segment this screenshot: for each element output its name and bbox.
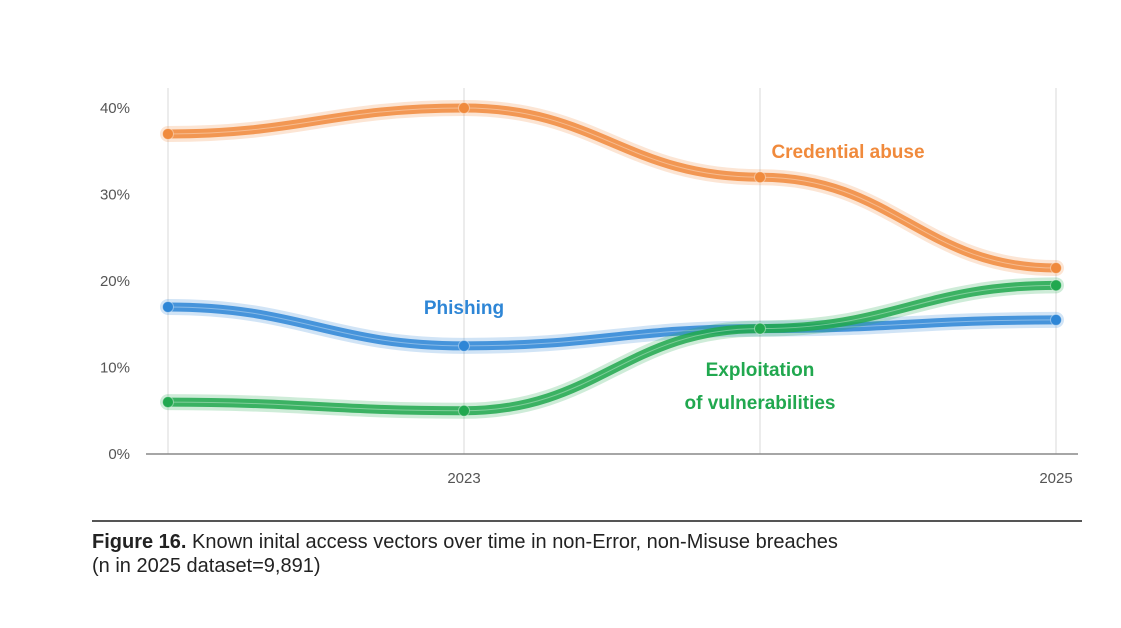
series-label-2: of vulnerabilities	[685, 393, 836, 414]
data-point-s0-1	[458, 102, 470, 114]
x-tick-label: 2025	[1039, 470, 1072, 487]
series-line-1	[163, 302, 1061, 351]
x-tick-label: 2023	[447, 470, 480, 487]
line-chart: 0% 10% 20% 30% 40% 2023 2025 Credential abuse Ph…	[100, 88, 1078, 487]
data-point-s1-3	[1050, 313, 1062, 326]
figure-caption: Figure 16. Known inital access vectors o…	[92, 520, 1082, 578]
y-tick-label: 30%	[100, 187, 130, 204]
y-tick-label: 0%	[108, 446, 130, 463]
series-label-2: Exploitation	[706, 360, 815, 381]
series-highlight-1	[167, 306, 1057, 347]
y-tick-label: 20%	[100, 273, 130, 290]
series-line-0	[163, 103, 1061, 273]
data-point-s2-3	[1050, 279, 1062, 292]
y-tick-label: 40%	[100, 100, 130, 117]
data-point-s0-2	[754, 171, 766, 184]
caption-text-line-2: (n in 2025 dataset=9,891)	[92, 555, 321, 577]
data-point-s2-1	[458, 404, 470, 417]
data-point-s1-1	[458, 339, 470, 352]
data-point-s0-3	[1050, 262, 1062, 275]
series-label-0: Credential abuse	[771, 142, 924, 163]
caption-text-line-1: Known inital access vectors over time in…	[186, 531, 838, 553]
data-point-s2-0	[162, 396, 174, 409]
series-band-0	[160, 99, 1064, 277]
data-point-s1-0	[162, 300, 174, 313]
figure-label: Figure 16.	[92, 531, 187, 553]
series-label-1: Phishing	[424, 298, 504, 319]
series-highlight-0	[167, 107, 1057, 269]
series-line-2	[163, 280, 1061, 416]
series-highlight-2	[167, 284, 1057, 412]
y-tick-label: 10%	[100, 360, 130, 377]
data-point-s0-0	[162, 127, 174, 140]
data-point-s2-2	[754, 322, 766, 335]
